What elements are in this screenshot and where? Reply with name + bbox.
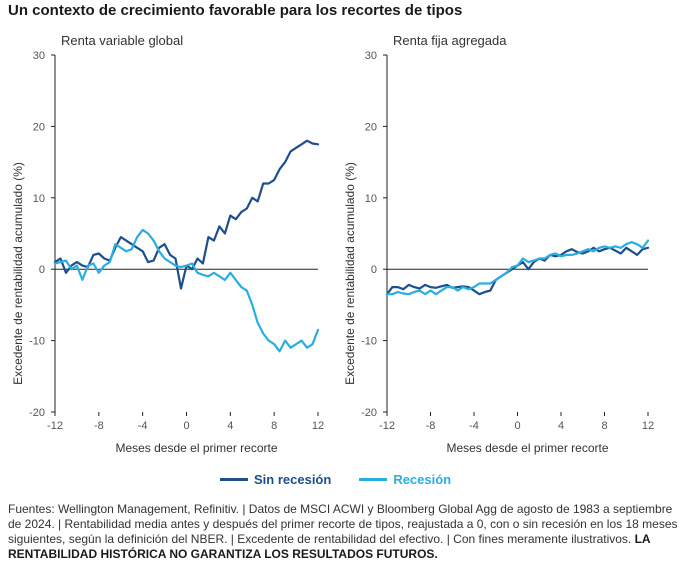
renta-variable-x-axis-label: Meses desde el primer recorte [115,441,277,455]
renta-variable-y-tick-label: 30 [33,50,45,62]
renta-variable-x-tick-label: -12 [47,420,63,432]
renta-variable-y-tick-label: 20 [33,121,45,133]
renta-variable-y-tick-label: -10 [29,336,45,348]
footnote-text: Fuentes: Wellington Management, Refiniti… [8,502,678,546]
renta-fija-y-axis-label: Excedente de rentabilidad acumulado (%) [343,162,357,385]
footnote-disclaimer: LA RENTABILIDAD HISTÓRICA NO GARANTIZA L… [8,532,651,561]
chart-title: Un contexto de crecimiento favorable par… [8,2,463,19]
renta-fija-series-recesion [385,239,650,296]
renta-variable-y-tick-label: -20 [29,407,45,419]
renta-fija-x-tick-label: -8 [426,420,436,432]
renta-variable-x-tick-label: 8 [271,420,277,432]
renta-fija-y-tick-label: -10 [361,336,377,348]
renta-fija-x-tick-label: -12 [379,420,395,432]
legend-swatch-sin-recesion [220,478,248,481]
footnote: Fuentes: Wellington Management, Refiniti… [8,502,688,562]
renta-fija-x-axis-label: Meses desde el primer recorte [446,441,608,455]
renta-fija-y-tick-label: 20 [365,121,377,133]
renta-fija-x-tick-label: -4 [469,420,479,432]
renta-fija-series-sin-recesion [385,246,650,296]
renta-variable-y-tick-label: 0 [39,264,45,276]
legend-item-recesion: Recesión [359,472,451,487]
legend-swatch-recesion [359,478,388,481]
renta-fija-x-tick-label: 8 [601,420,607,432]
renta-fija-x-tick-label: 4 [558,420,564,432]
renta-fija-y-tick-label: -20 [361,407,377,419]
legend: Sin recesión Recesión [220,472,451,487]
renta-fija-y-tick-label: 0 [371,264,377,276]
legend-label-recesion: Recesión [393,472,452,487]
renta-fija-panel-title: Renta fija agregada [393,33,507,48]
legend-label-sin-recesion: Sin recesión [254,472,332,487]
renta-fija-y-tick-label: 10 [365,193,377,205]
renta-variable-y-axis-label: Excedente de rentabilidad acumulado (%) [11,162,25,385]
renta-variable-y-tick-label: 10 [33,193,45,205]
legend-item-sin-recesion: Sin recesión [220,472,331,487]
renta-variable-x-tick-label: 0 [183,420,189,432]
renta-fija-x-tick-label: 0 [514,420,520,432]
renta-variable-panel-title: Renta variable global [61,33,183,48]
renta-variable-x-tick-label: 4 [227,420,233,432]
renta-variable-series-recesion [53,228,320,353]
renta-variable-x-tick-label: -4 [138,420,148,432]
renta-fija-y-tick-label: 30 [365,50,377,62]
renta-fija-x-tick-label: 12 [642,420,654,432]
renta-variable-x-tick-label: -8 [94,420,104,432]
renta-variable-x-tick-label: 12 [312,420,324,432]
